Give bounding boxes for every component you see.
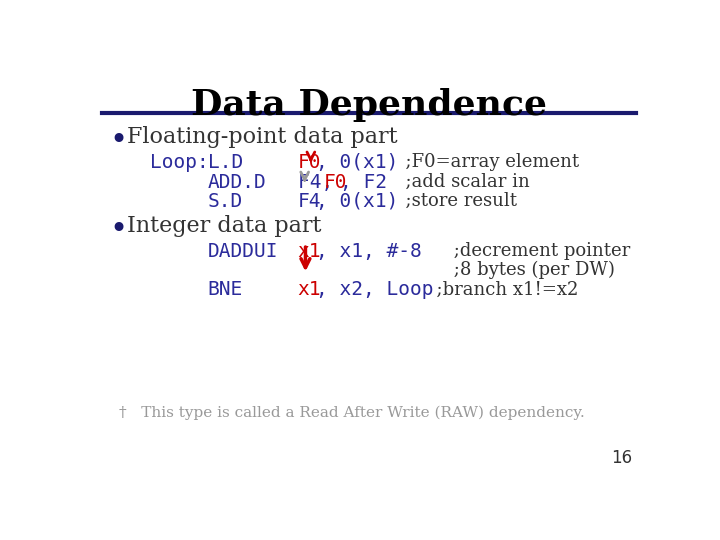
Text: •: • (109, 215, 127, 244)
Text: 16: 16 (611, 449, 632, 467)
Text: ;F0=array element: ;F0=array element (394, 153, 579, 171)
Text: x1: x1 (297, 242, 321, 261)
Text: ADD.D: ADD.D (208, 173, 266, 192)
Text: Floating-point data part: Floating-point data part (127, 126, 398, 149)
Text: F4: F4 (297, 192, 321, 211)
Text: , 0(x1): , 0(x1) (316, 192, 399, 211)
Text: , x1, #-8: , x1, #-8 (316, 242, 422, 261)
Text: F0: F0 (324, 173, 348, 192)
Text: Loop:: Loop: (150, 153, 210, 172)
Text: , F2: , F2 (340, 173, 387, 192)
Text: ;8 bytes (per DW): ;8 bytes (per DW) (425, 261, 615, 279)
Text: BNE: BNE (208, 280, 243, 299)
Text: ;store result: ;store result (394, 192, 517, 210)
Text: , 0(x1): , 0(x1) (316, 153, 399, 172)
Text: ;add scalar in: ;add scalar in (394, 173, 529, 191)
Text: †   This type is called a Read After Write (RAW) dependency.: † This type is called a Read After Write… (120, 405, 585, 420)
Text: F0: F0 (297, 153, 321, 172)
Text: L.D: L.D (208, 153, 243, 172)
Text: ;branch x1!=x2: ;branch x1!=x2 (425, 280, 578, 299)
Text: Integer data part: Integer data part (127, 215, 322, 237)
Text: x1: x1 (297, 280, 321, 299)
Text: S.D: S.D (208, 192, 243, 211)
Text: F4,: F4, (297, 173, 345, 192)
Text: ;decrement pointer: ;decrement pointer (425, 242, 630, 260)
Text: DADDUI: DADDUI (208, 242, 279, 261)
Text: , x2, Loop: , x2, Loop (316, 280, 433, 299)
Text: Data Dependence: Data Dependence (191, 88, 547, 122)
Text: •: • (109, 126, 127, 156)
